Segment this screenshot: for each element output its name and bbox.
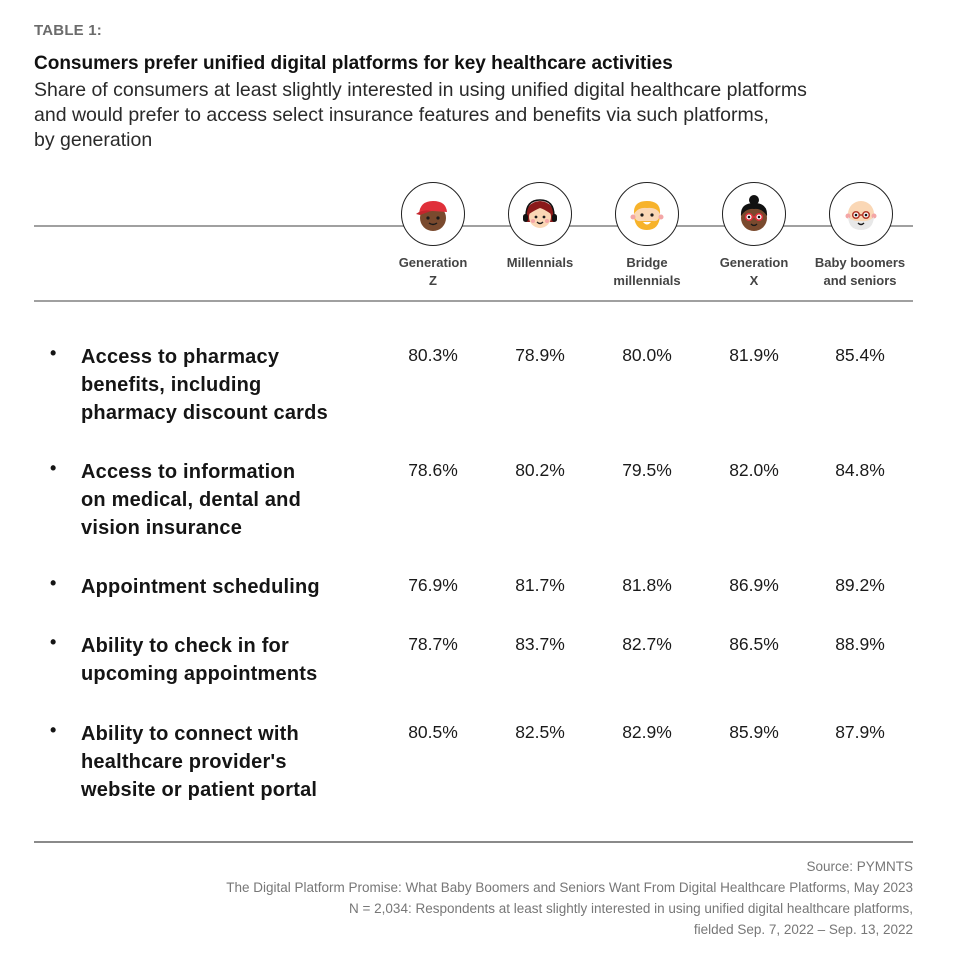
bullet-icon: • <box>50 720 57 740</box>
table-cell: 82.0% <box>729 460 779 480</box>
row-label-line: healthcare provider's <box>81 751 287 773</box>
column-header-gen-z: Generation Z <box>378 254 488 290</box>
table-cell: 78.7% <box>408 634 458 654</box>
column-label-line: Millennials <box>506 255 574 270</box>
row-label-line: pharmacy discount cards <box>81 402 328 424</box>
table-cell: 79.5% <box>622 460 672 480</box>
table-cell: 88.9% <box>835 634 885 654</box>
table-cell: 81.9% <box>729 345 779 365</box>
table-cell: 89.2% <box>835 575 885 595</box>
column-label-line: X <box>749 273 759 288</box>
table-cell: 82.5% <box>515 722 565 742</box>
row-label-line: benefits, including <box>81 374 262 396</box>
subtitle-line: Share of consumers at least slightly int… <box>34 79 807 101</box>
bullet-icon: • <box>50 458 57 478</box>
table-number: TABLE 1: <box>34 22 102 39</box>
row-label-line: upcoming appointments <box>81 663 318 685</box>
row-label-line: on medical, dental and <box>81 489 301 511</box>
subtitle: Share of consumers at least slightly int… <box>34 78 894 153</box>
footer-notes: Source: PYMNTS The Digital Platform Prom… <box>226 856 913 940</box>
row-label-line: Ability to connect with <box>81 723 299 745</box>
table-cell: 86.9% <box>729 575 779 595</box>
row-label-line: Ability to check in for <box>81 635 289 657</box>
footer-divider <box>34 841 913 843</box>
row-label-line: Access to pharmacy <box>81 346 280 368</box>
row-label-check-in: Ability to check in for upcoming appoint… <box>81 632 381 688</box>
table-cell: 80.3% <box>408 345 458 365</box>
row-label-line: website or patient portal <box>81 779 318 801</box>
table-cell: 78.6% <box>408 460 458 480</box>
bullet-icon: • <box>50 343 57 363</box>
row-label-line: Appointment scheduling <box>81 576 320 598</box>
column-label-line: millennials <box>613 273 681 288</box>
sample-size-line: N = 2,034: Respondents at least slightly… <box>349 901 913 916</box>
millennial-avatar-icon <box>508 182 572 246</box>
column-header-baby-boomers: Baby boomers and seniors <box>805 254 915 290</box>
column-header-millennials: Millennials <box>485 254 595 272</box>
row-label-provider-portal: Ability to connect with healthcare provi… <box>81 720 381 804</box>
table-cell: 80.2% <box>515 460 565 480</box>
row-label-pharmacy-benefits: Access to pharmacy benefits, including p… <box>81 343 381 427</box>
bullet-icon: • <box>50 632 57 652</box>
column-label-line: Generation <box>398 255 468 270</box>
row-label-appointment-scheduling: Appointment scheduling <box>81 573 381 601</box>
row-label-line: vision insurance <box>81 517 243 539</box>
table-cell: 78.9% <box>515 345 565 365</box>
baby-boomer-avatar-icon <box>829 182 893 246</box>
table-cell: 85.4% <box>835 345 885 365</box>
row-label-line: Access to information <box>81 461 296 483</box>
subtitle-line: and would prefer to access select insura… <box>34 104 769 126</box>
subtitle-line: by generation <box>34 129 153 151</box>
column-header-bridge-millennials: Bridge millennials <box>592 254 702 290</box>
column-header-gen-x: Generation X <box>699 254 809 290</box>
gen-z-avatar-icon <box>401 182 465 246</box>
table-cell: 87.9% <box>835 722 885 742</box>
bridge-millennial-avatar-icon <box>615 182 679 246</box>
table-cell: 83.7% <box>515 634 565 654</box>
gen-x-avatar-icon <box>722 182 786 246</box>
column-label-line: Generation <box>719 255 789 270</box>
report-title-line: The Digital Platform Promise: What Baby … <box>226 880 913 895</box>
table-cell: 80.0% <box>622 345 672 365</box>
table-cell: 85.9% <box>729 722 779 742</box>
field-dates-line: fielded Sep. 7, 2022 – Sep. 13, 2022 <box>693 922 913 937</box>
column-label-line: and seniors <box>823 273 897 288</box>
table-cell: 81.8% <box>622 575 672 595</box>
table-cell: 82.7% <box>622 634 672 654</box>
table-cell: 81.7% <box>515 575 565 595</box>
column-label-line: Bridge <box>626 255 668 270</box>
header-bottom-divider <box>34 300 913 302</box>
column-label-line: Baby boomers <box>814 255 906 270</box>
table-cell: 80.5% <box>408 722 458 742</box>
column-label-line: Z <box>429 273 437 288</box>
header-top-divider <box>34 225 913 227</box>
source-line: Source: PYMNTS <box>806 859 913 874</box>
bullet-icon: • <box>50 573 57 593</box>
table-cell: 76.9% <box>408 575 458 595</box>
row-label-insurance-information: Access to information on medical, dental… <box>81 458 381 542</box>
table-cell: 82.9% <box>622 722 672 742</box>
table-cell: 84.8% <box>835 460 885 480</box>
table-cell: 86.5% <box>729 634 779 654</box>
page-title: Consumers prefer unified digital platfor… <box>34 53 673 74</box>
